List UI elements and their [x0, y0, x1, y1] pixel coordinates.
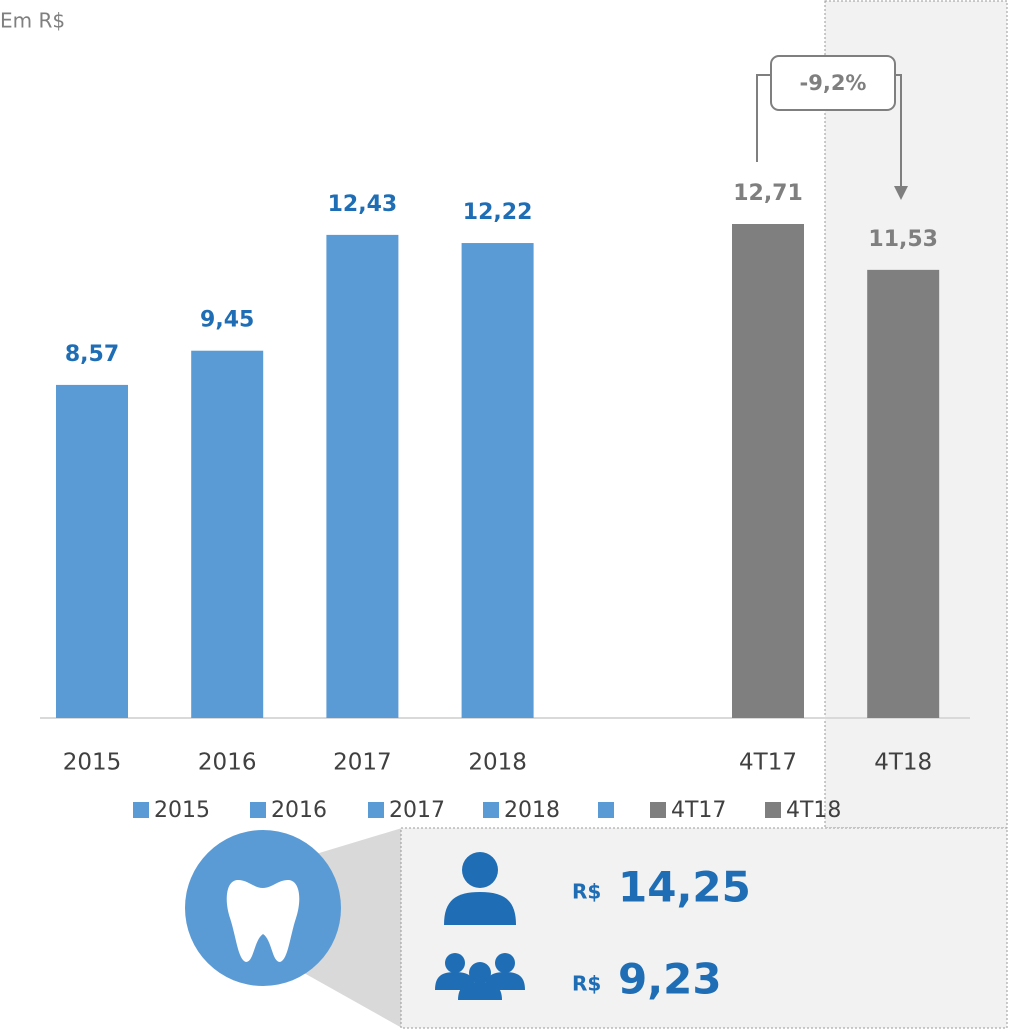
value-label: 11,53: [868, 227, 938, 252]
legend-label: 2015: [154, 798, 210, 823]
value-label: 8,57: [65, 342, 119, 367]
change-bracket: [756, 74, 902, 188]
x-tick-label: 2016: [198, 750, 257, 776]
value-label: 12,71: [733, 181, 803, 206]
legend-swatch: [765, 802, 781, 818]
x-tick-label: 4T17: [739, 750, 797, 776]
value-label: 12,43: [328, 192, 398, 217]
bar: [867, 269, 940, 718]
value-label: 9,45: [200, 308, 254, 333]
legend-label: 2018: [504, 798, 560, 823]
callout-currency: R$: [572, 972, 601, 996]
change-arrowhead: [894, 186, 908, 200]
bar: [732, 224, 804, 718]
legend-swatch: [133, 802, 149, 818]
bar: [56, 384, 128, 718]
callout-amount: 14,25: [618, 863, 751, 912]
legend-swatch: [650, 802, 666, 818]
bar: [326, 234, 399, 719]
x-tick-label: 2017: [333, 750, 392, 776]
legend-label: 4T18: [786, 798, 841, 823]
legend-label: 4T17: [671, 798, 726, 823]
bar: [191, 350, 264, 718]
callout-panel: [400, 827, 1008, 1029]
legend-swatch: [598, 802, 614, 818]
legend-label: 2016: [271, 798, 327, 823]
legend-label: 2017: [389, 798, 445, 823]
x-tick-label: 2015: [63, 750, 122, 776]
callout-amount: 9,23: [618, 955, 722, 1004]
x-tick-label: 2018: [468, 750, 527, 776]
bar: [461, 243, 534, 718]
x-tick-label: 4T18: [874, 750, 932, 776]
legend-swatch: [368, 802, 384, 818]
legend-swatch: [483, 802, 499, 818]
person-icon: [444, 852, 516, 925]
subtitle: Em R$: [0, 9, 65, 33]
legend-swatch: [250, 802, 266, 818]
annotation: -9,2%: [800, 71, 867, 95]
value-label: 12,22: [463, 200, 533, 225]
callout-currency: R$: [572, 880, 601, 904]
group-icon: [435, 953, 525, 1000]
annotation-box: [770, 55, 896, 111]
tooth-icon: [226, 880, 300, 962]
